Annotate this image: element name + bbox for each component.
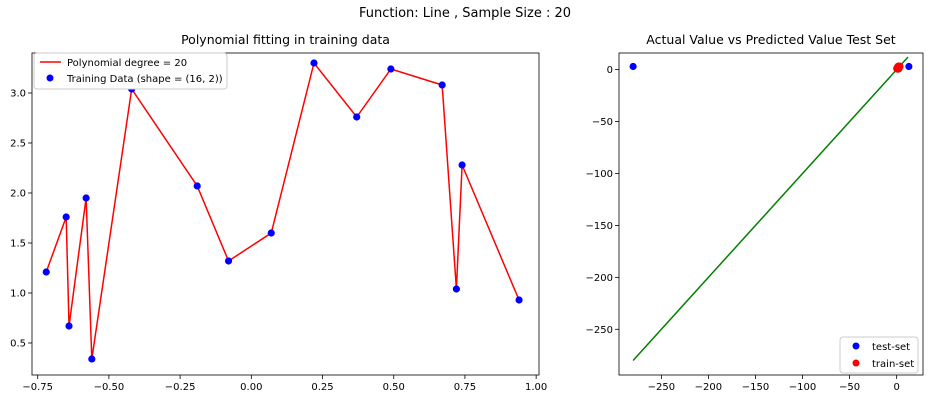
left-chart-legend: Polynomial degree = 20 Training Data (sh… xyxy=(33,52,228,90)
x-tick-label: −250 xyxy=(648,382,675,393)
left-chart-title: Polynomial fitting in training data xyxy=(181,32,390,47)
x-tick-label: −150 xyxy=(742,382,769,393)
x-tick-label: −200 xyxy=(695,382,722,393)
data-point-training-data-shape-16-2 xyxy=(458,161,466,169)
data-point-training-data-shape-16-2 xyxy=(353,113,361,121)
reference-line xyxy=(632,56,909,361)
data-point-training-data-shape-16-2 xyxy=(65,322,73,330)
data-point-test-set xyxy=(905,62,913,71)
axes-frame xyxy=(618,52,924,376)
right-chart-plot-area: −250 −200 −150 −100 −50 0 −250 −200 −150 −100 −50 0 xyxy=(586,52,924,393)
x-tick-label: −0.25 xyxy=(165,382,196,393)
y-tick-label: −100 xyxy=(586,169,613,180)
data-point-training-data-shape-16-2 xyxy=(62,213,70,221)
data-point-train-set xyxy=(894,64,903,73)
right-chart-legend: test-set train-set xyxy=(839,336,919,374)
data-point-test-set xyxy=(629,62,637,71)
right-chart-title: Actual Value vs Predicted Value Test Set xyxy=(646,32,895,47)
y-tick-label: 0 xyxy=(607,65,613,76)
data-point-training-data-shape-16-2 xyxy=(438,81,446,89)
x-tick-label: −0.75 xyxy=(22,382,53,393)
data-point-training-data-shape-16-2 xyxy=(310,59,318,67)
x-tick-label: 1.00 xyxy=(525,382,547,393)
x-tick-label: −50 xyxy=(839,382,860,393)
data-point-training-data-shape-16-2 xyxy=(82,194,90,202)
data-point-training-data-shape-16-2 xyxy=(515,296,523,304)
legend-marker-training xyxy=(46,74,54,82)
legend-frame xyxy=(33,52,228,90)
legend-label-train: train-set xyxy=(872,359,914,370)
data-point-training-data-shape-16-2 xyxy=(88,355,96,363)
series-line-polynomial-degree-20 xyxy=(45,61,520,360)
data-point-training-data-shape-16-2 xyxy=(193,182,201,190)
y-tick-label: −200 xyxy=(586,273,613,284)
y-tick-label: 2.0 xyxy=(10,189,26,200)
y-tick-label: −50 xyxy=(592,117,613,128)
data-point-training-data-shape-16-2 xyxy=(387,65,395,73)
legend-label-training: Training Data (shape = (16, 2)) xyxy=(66,74,223,85)
y-tick-label: 0.5 xyxy=(10,339,26,350)
y-tick-label: 2.5 xyxy=(10,139,26,150)
axes-frame xyxy=(31,52,540,376)
y-tick-label: −150 xyxy=(586,221,613,232)
legend-label-polynomial: Polynomial degree = 20 xyxy=(67,58,187,69)
data-point-training-data-shape-16-2 xyxy=(452,285,460,293)
data-point-training-data-shape-16-2 xyxy=(224,257,233,265)
x-tick-label: −100 xyxy=(789,382,816,393)
x-tick-label: −0.50 xyxy=(94,382,125,393)
y-tick-label: 1.5 xyxy=(10,239,26,250)
figure-suptitle: Function: Line , Sample Size : 20 xyxy=(359,6,571,21)
y-tick-label: 1.0 xyxy=(10,289,26,300)
x-tick-label: 0.25 xyxy=(311,382,333,393)
left-chart-plot-area: −0.75 −0.50 −0.25 0.00 0.25 0.50 0.75 1.00 0.5 1.… xyxy=(10,52,547,393)
x-tick-label: 0.75 xyxy=(454,382,476,393)
y-tick-label: 3.0 xyxy=(10,89,26,100)
data-point-training-data-shape-16-2 xyxy=(267,229,275,237)
x-tick-label: 0.50 xyxy=(383,382,405,393)
legend-marker-test xyxy=(852,342,860,350)
x-tick-label: 0.00 xyxy=(240,382,262,393)
y-tick-label: −250 xyxy=(586,325,613,336)
data-point-training-data-shape-16-2 xyxy=(42,268,50,276)
legend-label-test: test-set xyxy=(872,342,910,353)
legend-marker-train xyxy=(852,359,860,367)
x-tick-label: 0 xyxy=(893,382,899,393)
